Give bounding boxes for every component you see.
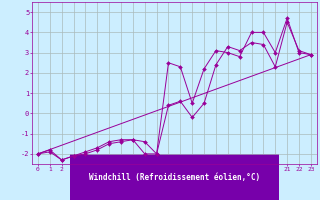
X-axis label: Windchill (Refroidissement éolien,°C): Windchill (Refroidissement éolien,°C) (89, 173, 260, 182)
